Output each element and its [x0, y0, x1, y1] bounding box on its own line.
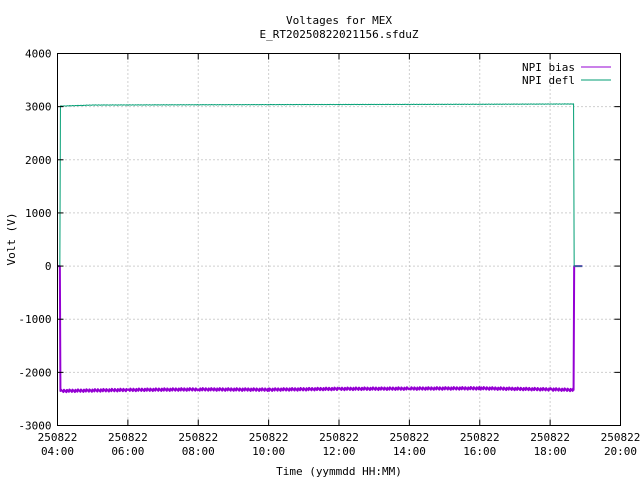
y-axis: -3000 -2000 -1000 0 1000 2000 3000 4000: [18, 48, 621, 433]
chart-subtitle: E_RT20250822021156.sfduZ: [260, 28, 419, 41]
y-tick-label: -1000: [18, 313, 51, 326]
chart-title: Voltages for MEX: [286, 14, 392, 27]
x-tick-time: 18:00: [534, 445, 567, 458]
x-tick-time: 08:00: [182, 445, 215, 458]
x-tick-date: 250822: [390, 431, 430, 444]
x-tick-time: 14:00: [393, 445, 426, 458]
x-tick-time: 04:00: [41, 445, 74, 458]
x-tick-time: 20:00: [604, 445, 637, 458]
x-tick-date: 250822: [319, 431, 359, 444]
x-tick-date: 250822: [108, 431, 148, 444]
y-tick-label: 4000: [25, 48, 52, 61]
x-tick-date: 250822: [601, 431, 640, 444]
legend-label: NPI defl: [522, 74, 575, 87]
y-tick-label: 3000: [25, 101, 52, 114]
series-layer: [57, 103, 583, 394]
x-tick-time: 10:00: [252, 445, 285, 458]
y-axis-label: Volt (V): [5, 213, 18, 266]
x-tick-time: 12:00: [322, 445, 355, 458]
legend-label: NPI bias: [522, 61, 575, 74]
y-tick-label: 2000: [25, 154, 52, 167]
x-tick-date: 250822: [178, 431, 218, 444]
x-tick-time: 06:00: [111, 445, 144, 458]
y-tick-label: -3000: [18, 420, 51, 433]
y-tick-label: -2000: [18, 366, 51, 379]
x-tick-time: 16:00: [463, 445, 496, 458]
y-tick-label: 0: [45, 260, 52, 273]
series-line-npi-defl: [57, 103, 583, 267]
series-line-npi-bias: [57, 265, 583, 394]
x-tick-date: 250822: [530, 431, 570, 444]
x-axis: 25082204:0025082206:0025082208:002508221…: [38, 53, 640, 458]
x-tick-date: 250822: [249, 431, 289, 444]
grid-lines: [57, 53, 621, 426]
x-tick-date: 250822: [38, 431, 78, 444]
y-tick-label: 1000: [25, 207, 52, 220]
x-tick-date: 250822: [460, 431, 500, 444]
x-axis-label: Time (yymmdd HH:MM): [276, 465, 402, 478]
